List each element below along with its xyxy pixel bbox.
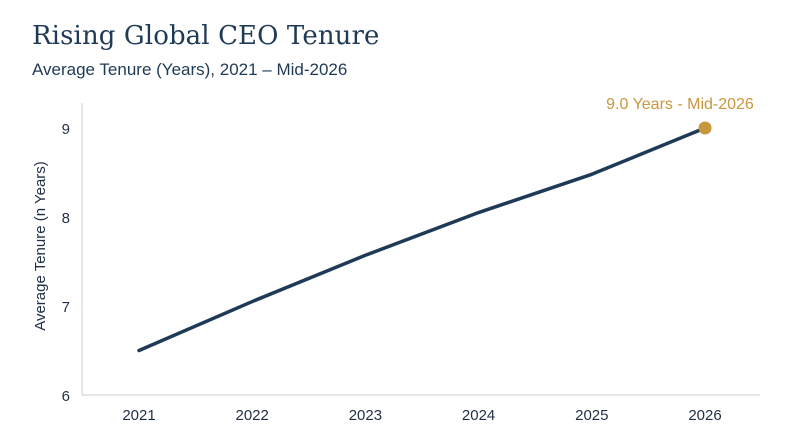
plot-area: 9.0 Years - Mid-2026 [137,96,754,353]
x-tick-label: 2026 [688,407,721,424]
y-tick-label: 9 [62,121,70,138]
chart-title: Rising Global CEO Tenure [32,21,380,51]
tick-labels: 2021 2022 2023 2024 2025 2026 6 7 8 9 [62,121,722,424]
y-tick-label: 6 [62,388,70,405]
chart-subtitle: Average Tenure (Years), 2021 – Mid-2026 [32,60,348,79]
x-tick-label: 2022 [236,407,269,424]
x-tick-label: 2025 [575,407,608,424]
y-tick-label: 8 [62,210,70,227]
x-tick-label: 2023 [349,407,382,424]
highlight-point [698,121,712,135]
annotation-label: 9.0 Years - Mid-2026 [606,96,754,113]
series-line [137,126,707,353]
x-tick-label: 2024 [462,407,495,424]
y-axis-title: Average Tenure (n Years) [32,161,49,331]
chart-axes [81,103,760,396]
y-tick-label: 7 [62,299,70,316]
x-tick-label: 2021 [122,407,155,424]
